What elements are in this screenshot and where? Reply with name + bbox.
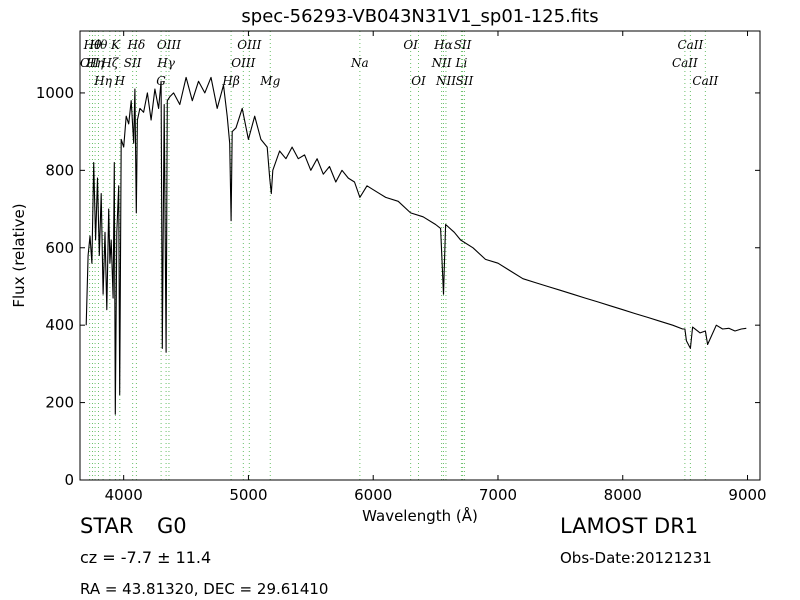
line-label: K [110,38,121,52]
line-label: OIII [157,38,181,52]
y-tick-label: 800 [45,161,74,179]
x-tick-label: 4000 [105,486,143,504]
survey-label: LAMOST DR1 [560,514,699,538]
line-label: Li [455,56,468,70]
x-tick-label: 5000 [229,486,267,504]
x-tick-label: 8000 [604,486,642,504]
line-label: Hθ [89,38,108,52]
coordinates-label: RA = 43.81320, DEC = 29.61410 [80,580,329,598]
line-label: OI [411,74,426,88]
chart-title: spec-56293-VB043N31V1_sp01-125.fits [241,6,598,27]
x-axis-label: Wavelength (Å) [362,506,478,525]
object-class: STAR [80,514,134,538]
y-tick-label: 200 [45,394,74,412]
line-label: Hα [433,38,453,52]
x-tick-label: 6000 [354,486,392,504]
line-label: Hζ [100,56,119,70]
line-label: CaII [672,56,698,70]
y-axis-label: Flux (relative) [10,203,28,307]
line-label: SII [456,74,474,88]
line-label: Hγ [156,56,175,70]
y-tick-label: 1000 [36,84,74,102]
line-label: Hη [85,56,104,70]
line-label: Na [350,56,369,70]
y-tick-label: 400 [45,316,74,334]
line-label: SII [454,38,472,52]
line-label: OIII [231,56,255,70]
spectrum-line [85,76,747,415]
x-tick-label: 7000 [479,486,517,504]
line-label: Mg [259,74,280,88]
redshift-label: cz = -7.7 ± 11.4 [80,548,212,567]
line-label: SII [124,56,142,70]
line-label: NII [431,56,452,70]
line-label: Hβ [221,74,239,88]
line-label: Hδ [127,38,146,52]
line-label: OIII [237,38,261,52]
obs-date-label: Obs-Date:20121231 [560,549,712,567]
line-label: Hη [93,74,112,88]
y-tick-label: 600 [45,239,74,257]
line-label: OII [80,56,100,70]
line-label: CaII [677,38,703,52]
line-label: CaII [692,74,718,88]
line-label: G [156,74,166,88]
line-label: H [114,74,126,88]
x-tick-label: 9000 [728,486,766,504]
line-label: OI [403,38,418,52]
plot-frame [79,30,761,481]
line-label: NII [435,74,456,88]
y-tick-label: 0 [64,471,74,489]
line-label: Hθ [83,38,102,52]
spectral-subclass: G0 [157,514,187,538]
